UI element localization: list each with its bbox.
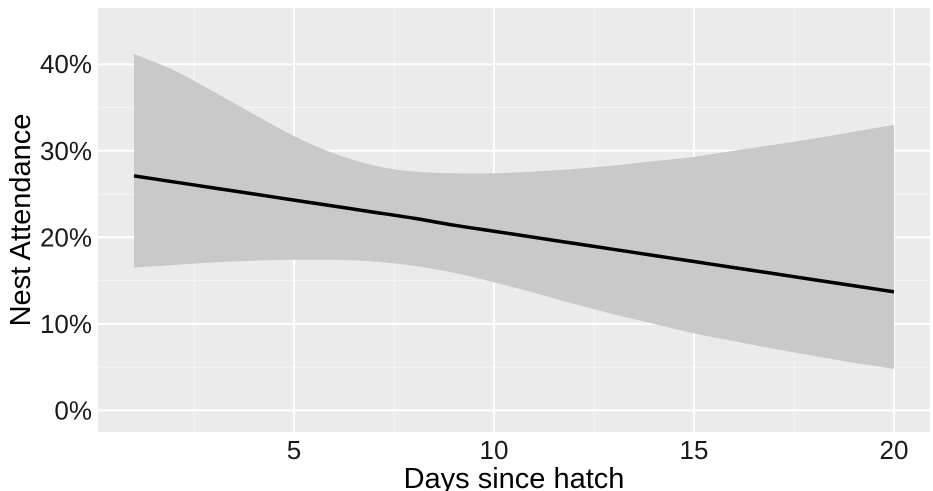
confidence-ribbon xyxy=(134,53,894,369)
x-tick-label-3: 20 xyxy=(880,435,909,465)
trend-line xyxy=(133,174,895,294)
y-tick-labels: 0% 10% 20% 30% 40% xyxy=(40,49,92,425)
y-tick-label-4: 40% xyxy=(40,49,92,79)
x-axis-title: Days since hatch xyxy=(404,463,625,491)
y-tick-label-3: 30% xyxy=(40,136,92,166)
x-tick-label-2: 15 xyxy=(680,435,709,465)
x-tick-label-0: 5 xyxy=(287,435,301,465)
y-axis-title: Nest Attendance xyxy=(5,114,37,327)
y-tick-label-1: 10% xyxy=(40,309,92,339)
y-tick-label-2: 20% xyxy=(40,222,92,252)
x-tick-labels: 5 10 15 20 xyxy=(287,435,909,465)
y-tick-label-0: 0% xyxy=(54,395,92,425)
x-tick-label-1: 10 xyxy=(480,435,509,465)
